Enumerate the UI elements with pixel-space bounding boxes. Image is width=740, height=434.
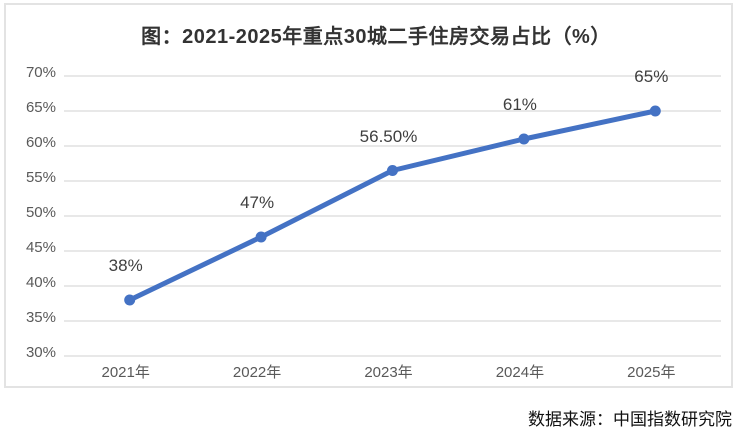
y-tick-label: 65% [25,99,56,116]
chart-title: 图：2021-2025年重点30城二手住房交易占比（%） [141,26,611,48]
data-point-marker [255,231,267,243]
x-tick-label: 2023年 [364,364,413,381]
line-chart-plot [64,75,721,357]
data-point-label: 47% [240,193,275,212]
y-tick-label: 60% [25,134,56,151]
data-point-label: 65% [634,67,669,86]
x-tick-label: 2024年 [495,364,545,381]
data-point-marker [649,105,661,117]
y-tick-label: 45% [25,239,56,256]
y-tick-label: 30% [25,344,56,361]
x-tick-label: 2025年 [627,364,676,381]
data-point-label: 56.50% [359,126,418,146]
y-tick-label: 35% [25,309,56,326]
y-tick-label: 40% [25,274,56,291]
data-point-marker [518,133,530,145]
data-point-label: 61% [502,95,537,114]
y-tick-label: 50% [25,204,56,221]
x-tick-label: 2021年 [101,364,150,381]
source-note: 数据来源：中国指数研究院 [528,410,732,429]
chart-border-box: 图：2021-2025年重点30城二手住房交易占比（%） 30% 35% 40% 45… [4,3,733,388]
data-point-marker [387,165,398,176]
x-tick-label: 2022年 [232,364,282,381]
data-point-marker [124,294,136,306]
data-point-label: 38% [108,256,143,275]
y-tick-label: 55% [25,169,56,186]
y-tick-label: 70% [25,64,56,81]
